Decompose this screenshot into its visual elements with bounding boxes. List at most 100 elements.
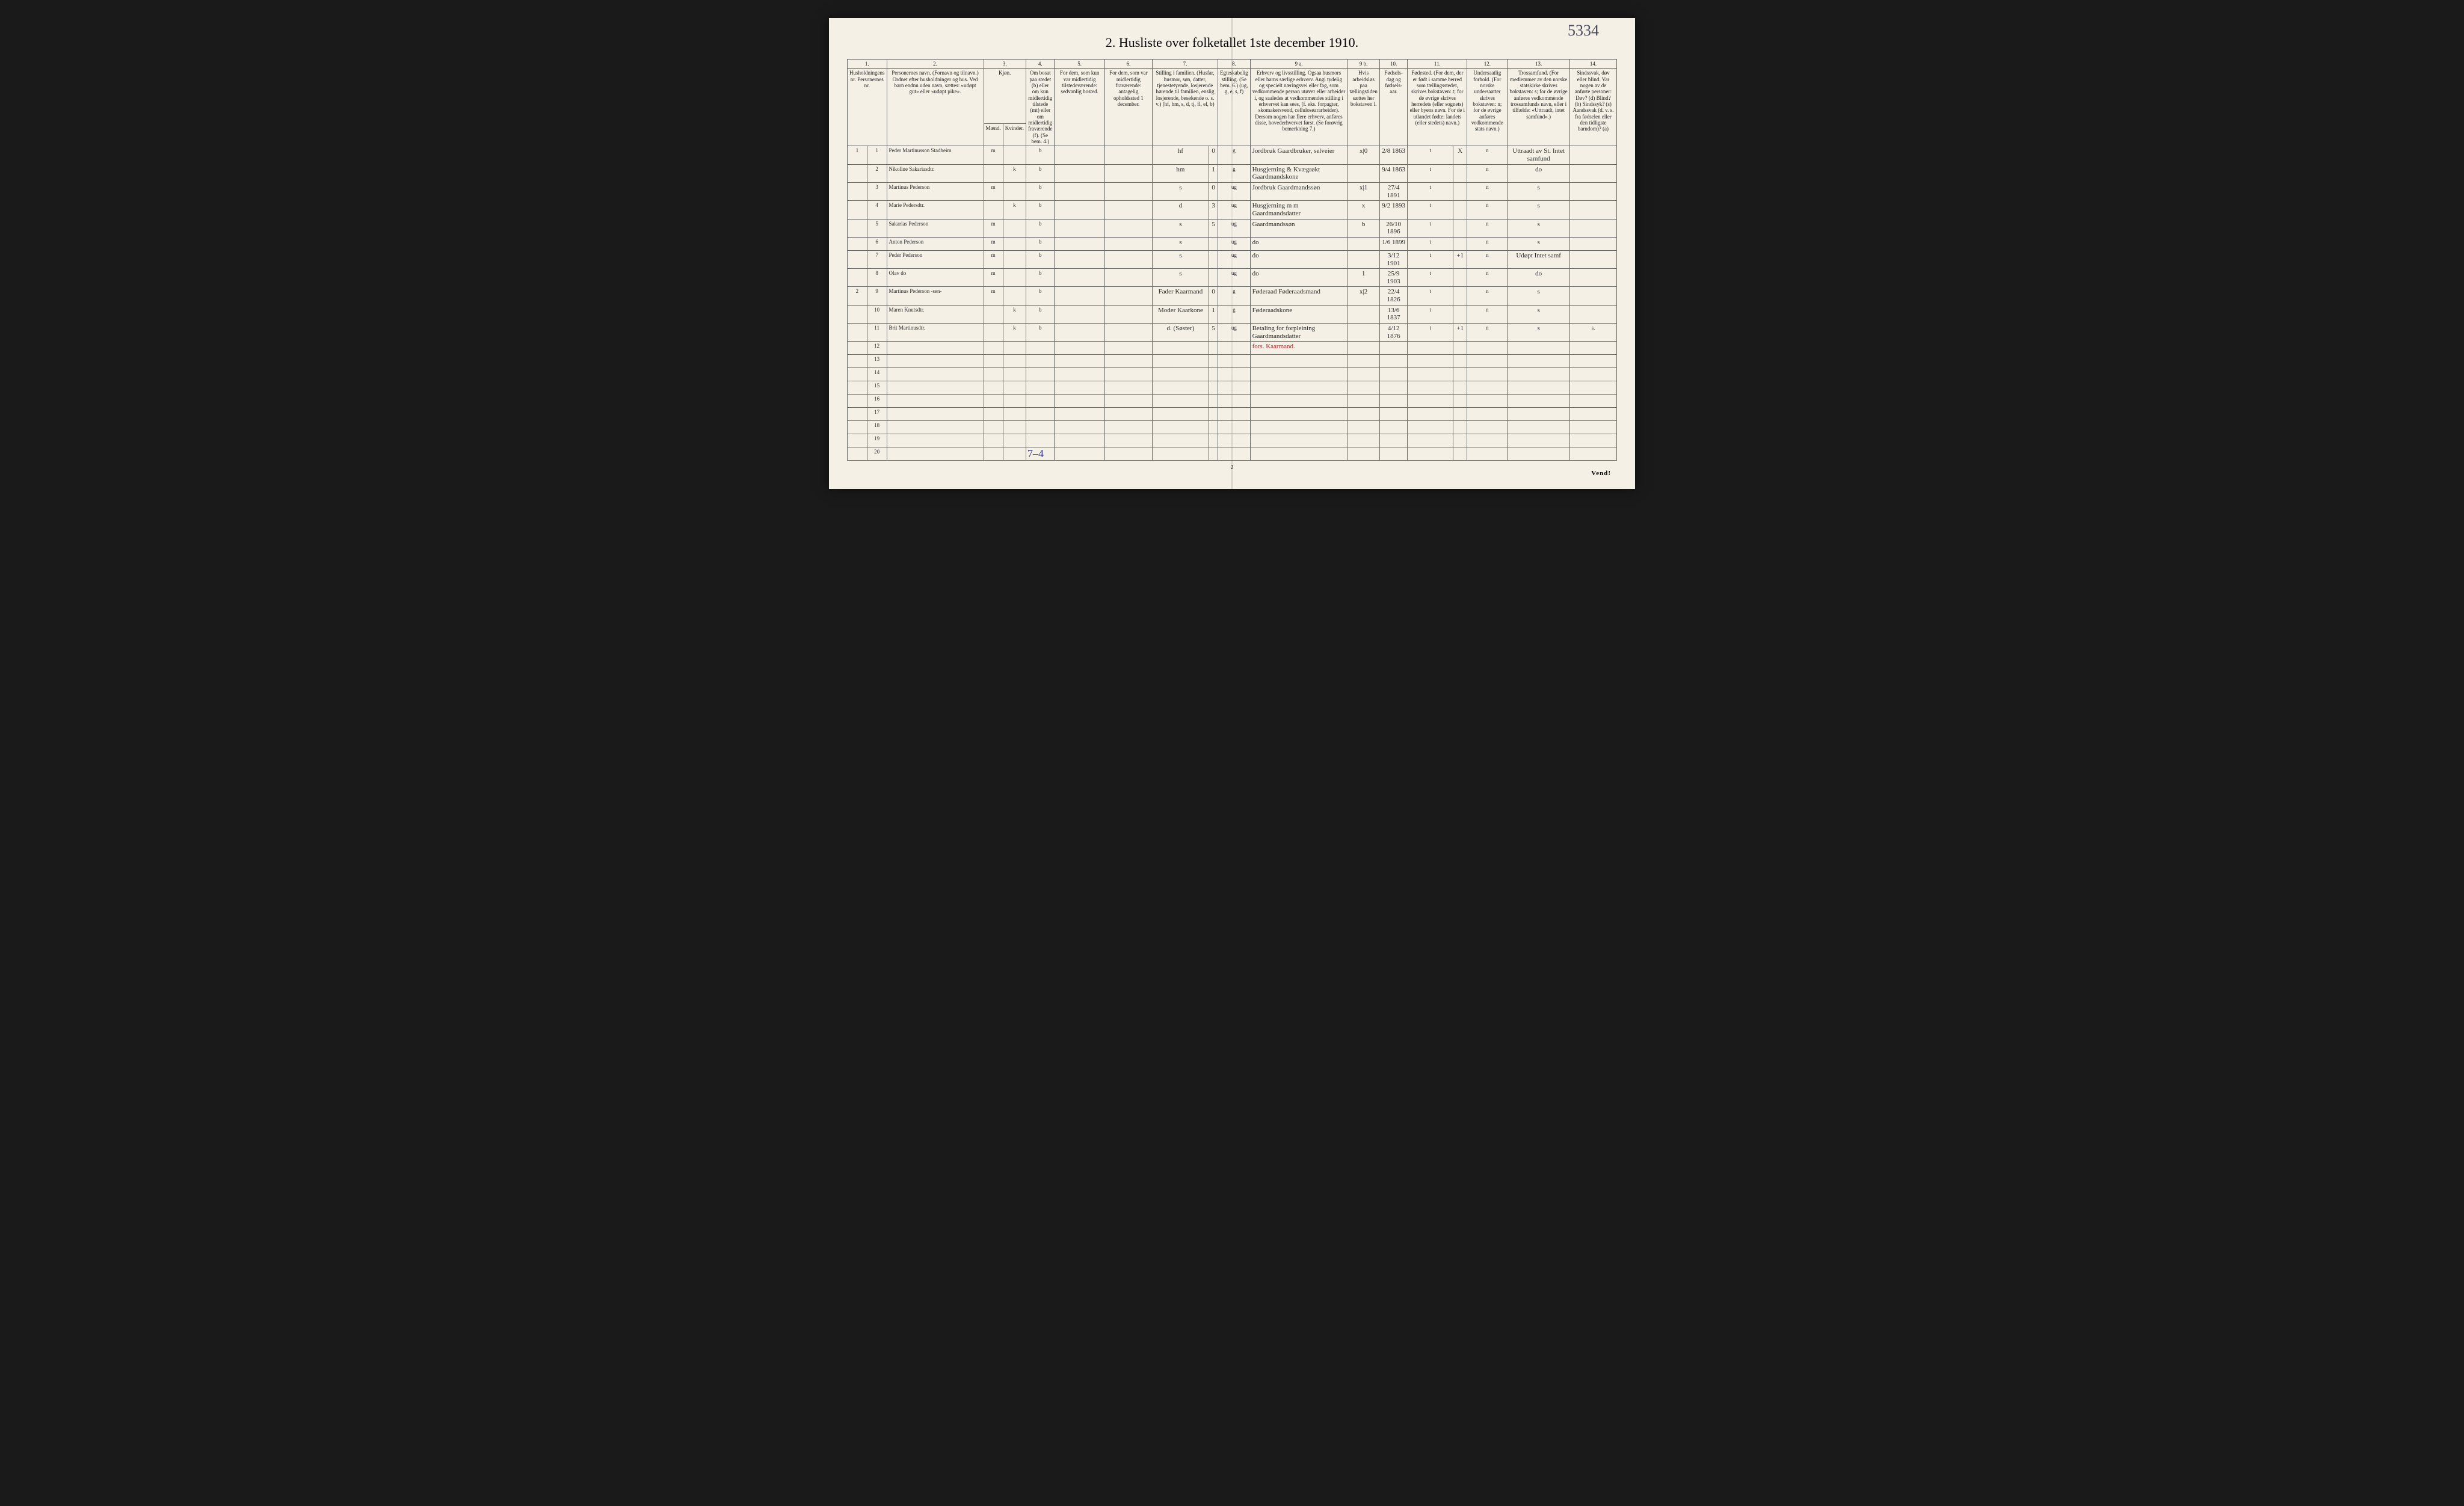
cell: m — [984, 269, 1003, 287]
cell: 15 — [867, 381, 887, 395]
table-row: 11Brit Martinusdtr.kbd. (Søster)5ugBetal… — [848, 324, 1617, 342]
cell — [1408, 447, 1453, 461]
colnum-5: 5. — [1055, 60, 1104, 69]
cell — [1569, 146, 1616, 164]
table-row: 19 — [848, 434, 1617, 447]
table-row: 16 — [848, 395, 1617, 408]
cell: Maren Knutsdtr. — [887, 305, 984, 323]
cell — [1003, 237, 1026, 250]
cell — [1104, 381, 1152, 395]
cell — [1569, 434, 1616, 447]
cell — [887, 368, 984, 381]
cell — [1508, 408, 1569, 421]
cell: t — [1408, 183, 1453, 201]
cell: do — [1508, 164, 1569, 182]
cell: +1 — [1453, 250, 1467, 268]
cell — [1209, 368, 1218, 381]
cell — [887, 342, 984, 355]
cell: 26/10 1896 — [1379, 219, 1408, 237]
cell — [1055, 368, 1104, 381]
table-body: 11Peder Martinusson Stadheimmbhf0gJordbr… — [848, 146, 1617, 461]
cell — [1453, 395, 1467, 408]
cell: 17 — [867, 408, 887, 421]
cell — [848, 434, 867, 447]
cell — [1408, 408, 1453, 421]
cell: 1 — [867, 146, 887, 164]
cell — [1026, 395, 1055, 408]
cell — [1508, 447, 1569, 461]
hdr-13: Trossamfund. (For medlemmer av den norsk… — [1508, 69, 1569, 146]
cell — [1026, 447, 1055, 461]
cell — [1104, 368, 1152, 381]
table-row: 29Martinus Pederson -sen-mbFader Kaarman… — [848, 287, 1617, 305]
cell — [1508, 355, 1569, 368]
cell — [984, 434, 1003, 447]
cell — [1348, 381, 1380, 395]
cell — [1003, 269, 1026, 287]
cell — [1453, 183, 1467, 201]
cell — [984, 368, 1003, 381]
cell — [1569, 368, 1616, 381]
table-row: 3Martinus Pedersonmbs0ugJordbruk Gaardma… — [848, 183, 1617, 201]
cell — [1348, 368, 1380, 381]
cell — [1508, 434, 1569, 447]
cell — [1152, 381, 1209, 395]
cell: g — [1218, 146, 1251, 164]
cell — [1209, 237, 1218, 250]
cell: s — [1152, 250, 1209, 268]
cell: n — [1467, 287, 1508, 305]
col-number-row: 1. 2. 3. 4. 5. 6. 7. 8. 9 a. 9 b. 10. 11… — [848, 60, 1617, 69]
table-row: 8Olav dombsugdo125/9 1903tndo — [848, 269, 1617, 287]
cell: m — [984, 146, 1003, 164]
cell — [1218, 342, 1251, 355]
cell — [1218, 447, 1251, 461]
cell — [848, 269, 867, 287]
cell — [1055, 421, 1104, 434]
cell: 4/12 1876 — [1379, 324, 1408, 342]
cell — [1026, 381, 1055, 395]
cell — [1508, 421, 1569, 434]
cell — [1055, 219, 1104, 237]
cell — [1508, 381, 1569, 395]
cell — [1003, 381, 1026, 395]
cell: x — [1348, 201, 1380, 219]
cell: t — [1408, 201, 1453, 219]
cell — [848, 421, 867, 434]
cell — [984, 421, 1003, 434]
cell — [1569, 201, 1616, 219]
table-row: 2Nikoline Sakariasdtr.kbhm1gHusgjerning … — [848, 164, 1617, 182]
cell — [1152, 447, 1209, 461]
cell — [1348, 395, 1380, 408]
cell: b — [1026, 269, 1055, 287]
cell — [1348, 164, 1380, 182]
cell — [984, 305, 1003, 323]
cell: t — [1408, 237, 1453, 250]
hdr-8: Egteskabelig stilling. (Se bem. 6.) (ug,… — [1218, 69, 1251, 146]
cell — [1209, 408, 1218, 421]
cell: ug — [1218, 201, 1251, 219]
cell: Fader Kaarmand — [1152, 287, 1209, 305]
cell: n — [1467, 146, 1508, 164]
cell: ug — [1218, 250, 1251, 268]
cell: n — [1467, 305, 1508, 323]
cell — [1569, 237, 1616, 250]
cell — [887, 395, 984, 408]
cell — [1209, 250, 1218, 268]
cell: b — [1026, 237, 1055, 250]
cell — [1104, 447, 1152, 461]
cell: Jordbruk Gaardbruker, selveier — [1250, 146, 1348, 164]
cell — [1104, 421, 1152, 434]
cell — [1569, 342, 1616, 355]
hdr-6: For dem, som var midlertidig fraværende:… — [1104, 69, 1152, 146]
cell: s — [1508, 305, 1569, 323]
cell — [1348, 342, 1380, 355]
table-head: 1. 2. 3. 4. 5. 6. 7. 8. 9 a. 9 b. 10. 11… — [848, 60, 1617, 146]
cell — [848, 395, 867, 408]
cell — [1003, 287, 1026, 305]
cell — [1104, 219, 1152, 237]
cell: ug — [1218, 237, 1251, 250]
colnum-11: 11. — [1408, 60, 1467, 69]
cell — [1003, 421, 1026, 434]
cell — [1055, 381, 1104, 395]
cell: Husgjerning & Kvægrøkt Gaardmandskone — [1250, 164, 1348, 182]
